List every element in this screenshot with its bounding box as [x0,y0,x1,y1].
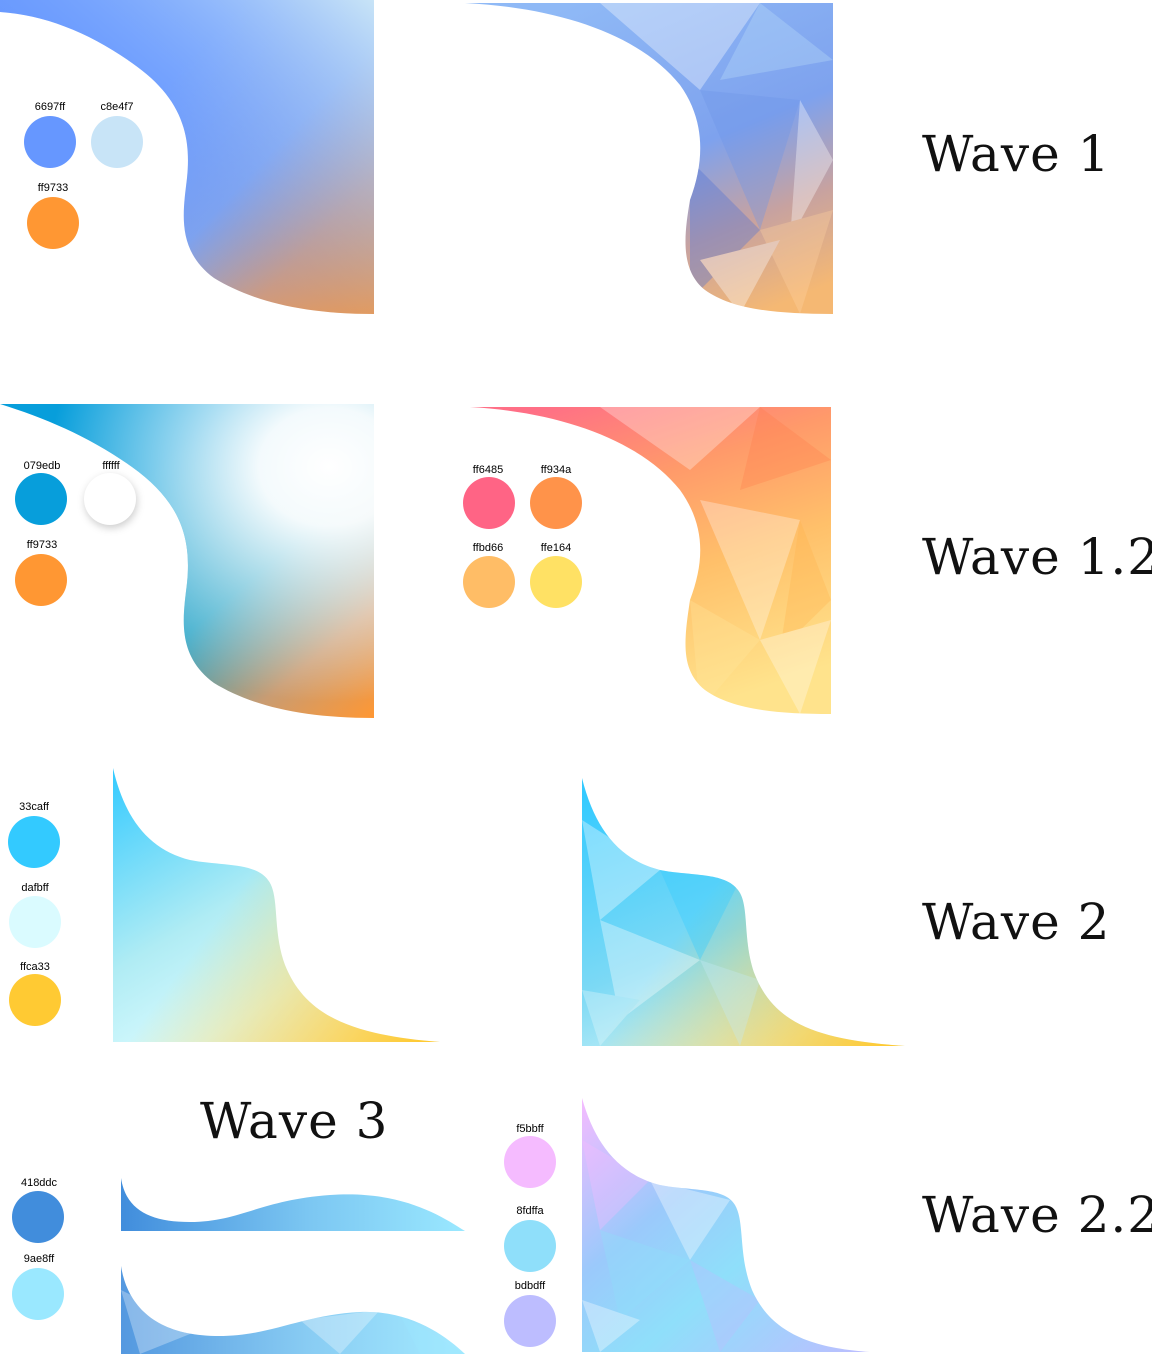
color-swatch [24,116,76,168]
color-swatch [9,896,61,948]
swatch-label: f5bbff [516,1123,544,1135]
wave1-title: Wave 1 [922,125,1111,183]
swatch-label: ffffff [102,460,120,472]
wave1-gradient-shape [0,0,374,314]
swatch-label: 9ae8ff [23,1253,55,1265]
color-swatch [12,1191,64,1243]
wave22-polygon-shape [582,1098,870,1352]
wave12-polygon-shape [470,407,831,714]
swatch-label: ff9733 [26,539,58,551]
swatch-label: 8fdffa [516,1205,544,1217]
swatch-label: 079edb [23,460,61,472]
wave12-title: Wave 1.2 [922,528,1152,586]
color-swatch [15,473,67,525]
color-swatch [9,974,61,1026]
swatch-label: bdbdff [514,1280,546,1292]
swatch-label: 6697ff [34,101,66,113]
color-swatch [84,473,136,525]
color-swatch [504,1295,556,1347]
color-swatch [463,477,515,529]
color-swatch [12,1268,64,1320]
wave12-gradient-shape [0,404,374,718]
swatch-label: ff6485 [472,464,504,476]
swatch-label: 33caff [19,801,49,813]
color-swatch [463,556,515,608]
wave2-gradient-shape [113,768,440,1042]
swatch-label: ff9733 [37,182,69,194]
color-swatch [504,1136,556,1188]
wave2-polygon-shape [582,778,905,1046]
color-swatch [504,1220,556,1272]
swatch-label: ffbd66 [472,542,504,554]
color-swatch [530,556,582,608]
color-swatch [8,816,60,868]
swatch-label: dafbff [21,882,49,894]
color-swatch [15,554,67,606]
swatch-label: 418ddc [20,1177,58,1189]
swatch-label: ff934a [540,464,572,476]
swatch-label: ffe164 [540,542,572,554]
wave3-title: Wave 3 [200,1092,389,1150]
wave1-polygon-shape [465,3,833,314]
swatch-label: c8e4f7 [100,101,134,113]
swatch-label: ffca33 [20,961,50,973]
color-swatch [91,116,143,168]
wave3-gradient-shape [121,1178,465,1231]
color-swatch [530,477,582,529]
wave22-title: Wave 2.2 [922,1186,1152,1244]
wave2-title: Wave 2 [922,893,1111,951]
color-swatch [27,197,79,249]
wave3-polygon-shape [121,1266,465,1354]
